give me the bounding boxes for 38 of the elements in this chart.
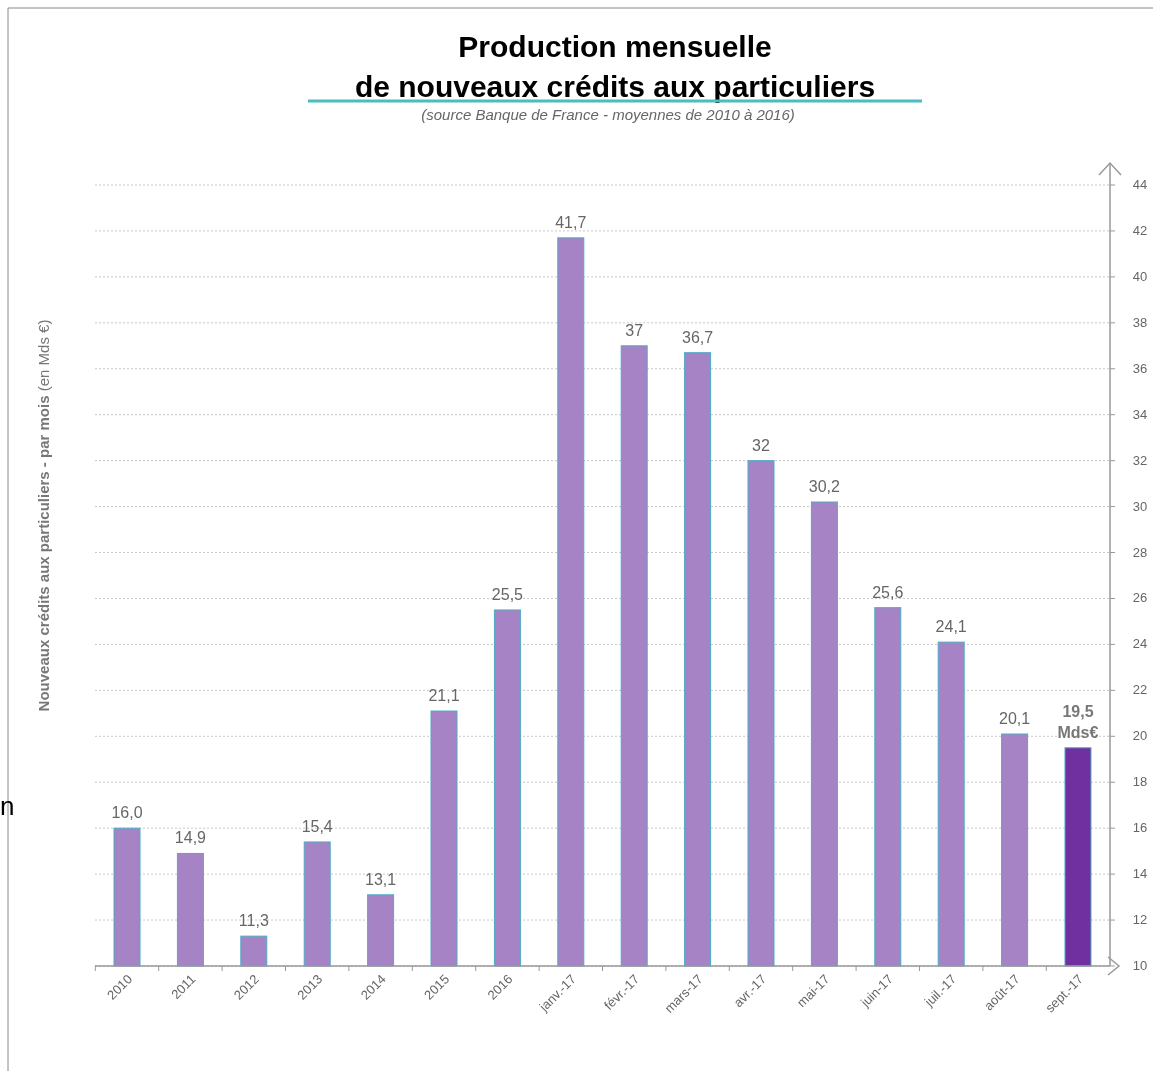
chart-subtitle: (source Banque de France - moyennes de 2010 à 2016) — [421, 106, 795, 123]
y-tick-label: 32 — [1132, 452, 1148, 468]
data-label: 20,1 — [999, 710, 1031, 727]
data-label: 36,7 — [682, 328, 714, 346]
y-tick-label: 36 — [1132, 360, 1148, 376]
data-label: 41,7 — [555, 213, 587, 231]
data-label: 24,1 — [935, 618, 967, 636]
data-label: 14,9 — [174, 829, 207, 847]
data-label: 25,5 — [491, 585, 524, 603]
data-label: 15,4 — [301, 817, 333, 835]
data-label: 13,1 — [365, 870, 397, 888]
data-label: 25,6 — [872, 583, 904, 601]
data-label: 21,1 — [428, 687, 460, 705]
y-tick-label: 22 — [1132, 682, 1148, 698]
y-tick-label: 24 — [1132, 636, 1148, 652]
y-tick-label: 42 — [1132, 222, 1148, 238]
y-tick-label: 10 — [1132, 958, 1148, 973]
y-tick-label: 30 — [1132, 498, 1148, 514]
data-label: 37 — [625, 321, 644, 339]
data-label: 11,3 — [238, 912, 269, 930]
y-tick-label: 38 — [1132, 314, 1148, 330]
y-axis-title: Nouveaux crédits aux particuliers - par mois (en Mds €) — [35, 319, 52, 712]
y-tick-label: 20 — [1132, 728, 1148, 744]
data-label: 16,0 — [111, 804, 143, 822]
data-label: 32 — [752, 436, 770, 454]
text: n — [0, 791, 15, 821]
y-tick-label: 40 — [1132, 268, 1148, 284]
data-label: 19,5 Mds€ — [1057, 702, 1099, 741]
y-tick-label: 14 — [1132, 866, 1148, 882]
y-tick-label: 26 — [1132, 590, 1148, 606]
y-tick-label: 34 — [1132, 406, 1148, 422]
chart-title: Production mensuelle de nouveaux crédits aux particuliers — [354, 30, 876, 103]
y-tick-label: 12 — [1132, 912, 1148, 928]
y-tick-label: 28 — [1132, 544, 1148, 560]
y-tick-label: 18 — [1132, 774, 1148, 790]
y-tick-label: 44 — [1132, 177, 1148, 192]
data-label: 30,2 — [808, 477, 841, 495]
y-tick-label: 16 — [1132, 820, 1148, 836]
